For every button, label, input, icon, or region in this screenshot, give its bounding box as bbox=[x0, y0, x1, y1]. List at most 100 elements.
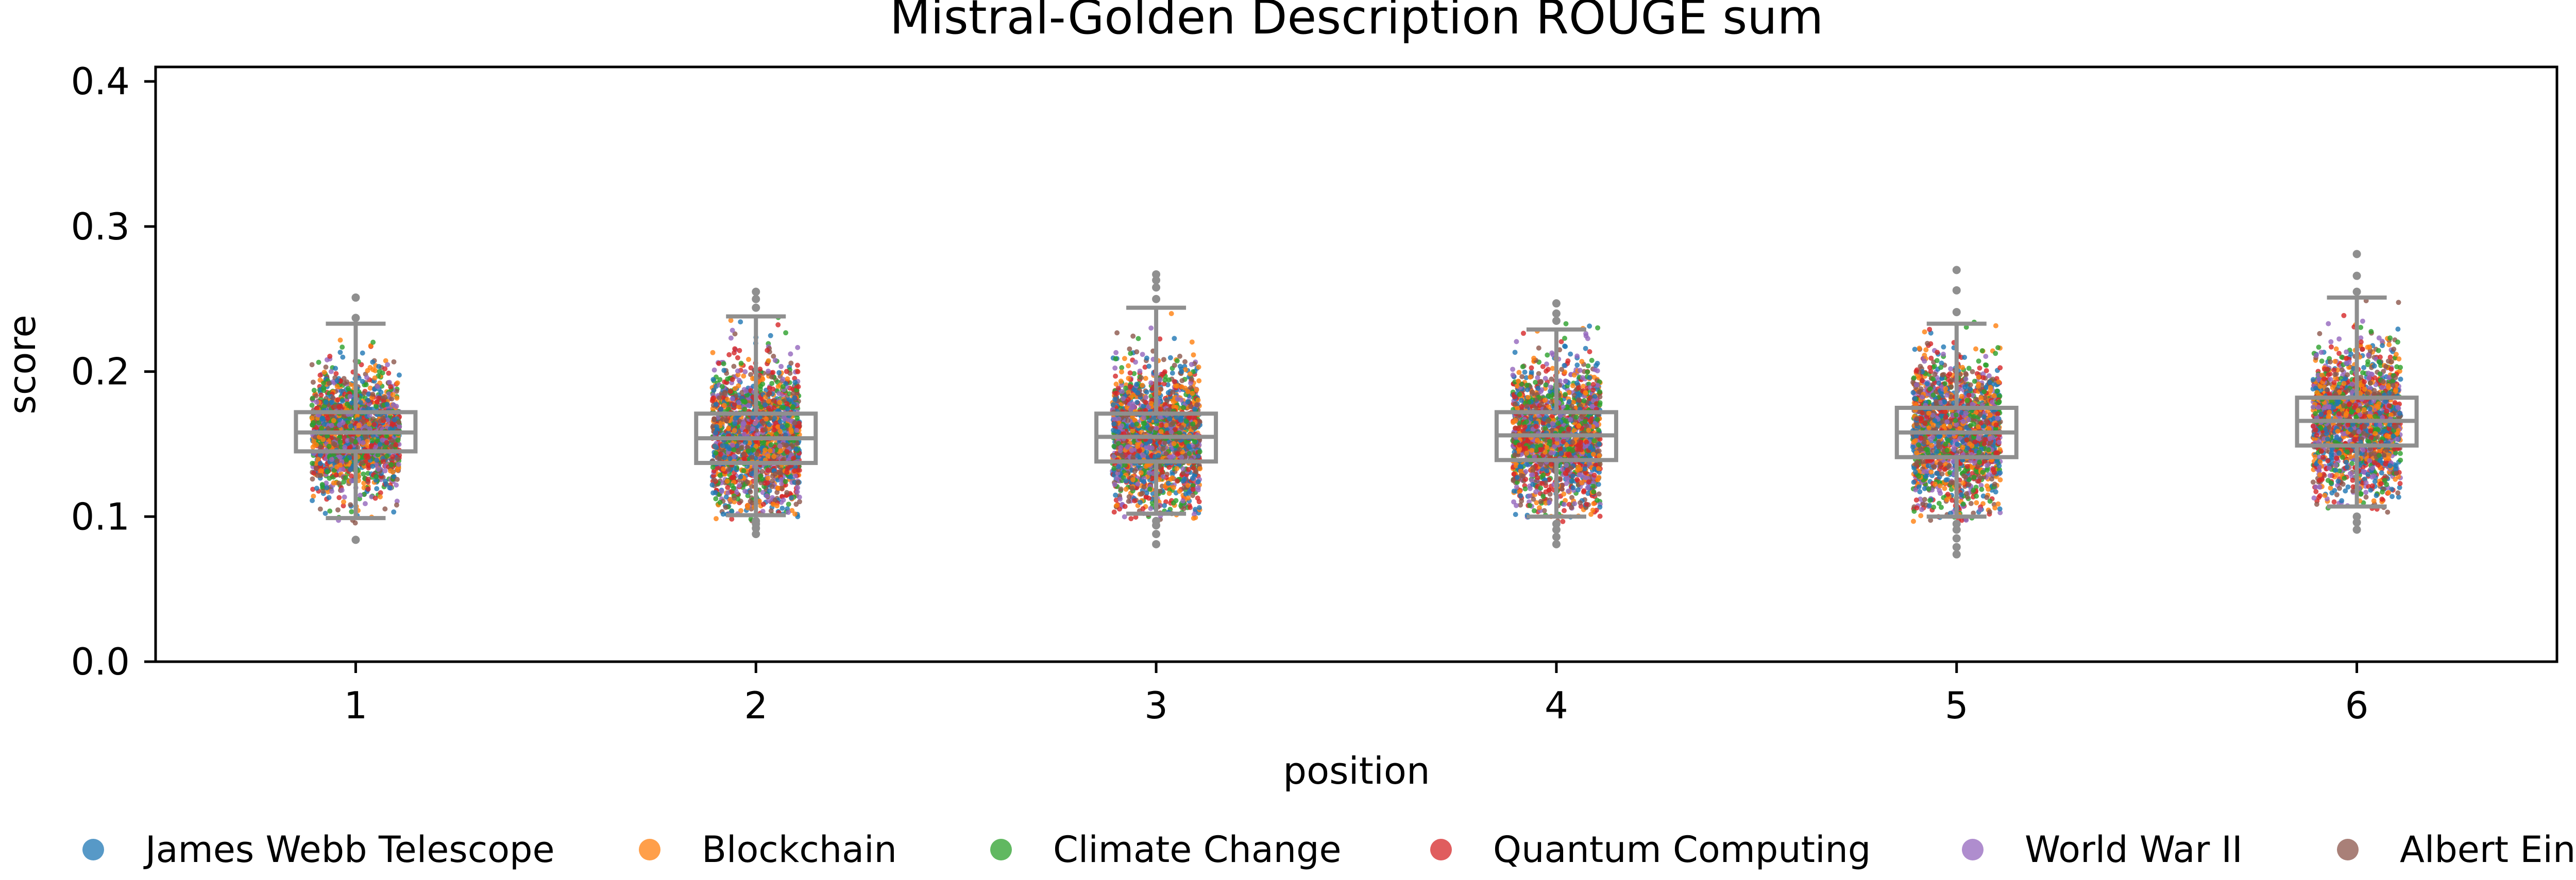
strip-point bbox=[389, 396, 395, 402]
strip-point bbox=[726, 426, 731, 432]
strip-point bbox=[1162, 503, 1167, 508]
strip-point bbox=[716, 360, 722, 366]
strip-point bbox=[373, 404, 379, 409]
strip-point bbox=[1177, 364, 1183, 369]
strip-points bbox=[309, 298, 2403, 526]
strip-point bbox=[392, 417, 397, 423]
strip-point bbox=[376, 364, 382, 369]
strip-point bbox=[785, 376, 790, 382]
strip-point bbox=[384, 440, 389, 445]
strip-point bbox=[382, 468, 388, 474]
strip-point bbox=[736, 400, 742, 406]
strip-point bbox=[748, 489, 753, 495]
strip-point bbox=[1172, 336, 1177, 341]
strip-point bbox=[762, 402, 768, 408]
strip-point bbox=[766, 392, 771, 398]
strip-point bbox=[376, 395, 381, 401]
strip-point bbox=[361, 391, 367, 396]
strip-point bbox=[1117, 496, 1123, 502]
strip-point bbox=[783, 479, 788, 485]
strip-point bbox=[765, 468, 771, 473]
strip-point bbox=[742, 369, 748, 374]
strip-point bbox=[318, 473, 324, 478]
strip-point bbox=[329, 423, 334, 428]
strip-point bbox=[725, 376, 731, 382]
strip-point bbox=[362, 501, 368, 507]
strip-point bbox=[721, 403, 727, 408]
strip-point bbox=[781, 376, 786, 382]
strip-point bbox=[767, 422, 772, 427]
strip-point bbox=[369, 443, 374, 448]
strip-point bbox=[356, 423, 362, 428]
strip-point bbox=[382, 506, 388, 512]
strip-point bbox=[388, 444, 394, 450]
strip-point bbox=[386, 391, 392, 397]
strip-point bbox=[730, 327, 735, 333]
strip-point bbox=[391, 359, 397, 365]
strip-point bbox=[366, 462, 371, 468]
strip-point bbox=[333, 472, 339, 478]
strip-point bbox=[323, 511, 328, 516]
strip-point bbox=[366, 391, 371, 397]
strip-point bbox=[718, 406, 724, 412]
strip-point bbox=[310, 487, 316, 492]
strip-point bbox=[745, 448, 751, 454]
strip-point bbox=[334, 384, 340, 389]
strip-point bbox=[743, 439, 748, 445]
strip-point bbox=[358, 492, 363, 498]
strip-point bbox=[383, 358, 388, 364]
strip-point bbox=[765, 348, 770, 353]
strip-point bbox=[326, 495, 332, 501]
strip-point bbox=[334, 464, 340, 470]
strip-point bbox=[713, 450, 719, 456]
strip-point bbox=[386, 370, 392, 376]
strip-point bbox=[776, 391, 782, 396]
strip-point bbox=[732, 346, 738, 352]
strip-point bbox=[746, 357, 751, 362]
strip-point bbox=[730, 396, 735, 402]
strip-point bbox=[393, 442, 399, 447]
strip-point bbox=[335, 507, 341, 513]
strip-point bbox=[334, 378, 340, 384]
strip-point bbox=[788, 427, 794, 433]
strip-point bbox=[348, 502, 353, 508]
strip-point bbox=[713, 490, 718, 495]
strip-point bbox=[762, 447, 768, 453]
strip-point bbox=[730, 376, 735, 382]
x-tick-label: 4 bbox=[1545, 684, 1568, 727]
strip-point bbox=[388, 384, 394, 390]
strip-point bbox=[1111, 509, 1117, 515]
strip-point bbox=[732, 495, 737, 501]
strip-point bbox=[376, 467, 381, 472]
strip-point bbox=[395, 456, 401, 462]
strip-point bbox=[1113, 373, 1118, 379]
strip-point bbox=[316, 420, 321, 425]
strip-point bbox=[766, 358, 771, 364]
strip-point bbox=[762, 427, 768, 433]
strip-point bbox=[325, 469, 330, 475]
strip-point bbox=[740, 451, 746, 457]
strip-point bbox=[776, 470, 782, 475]
strip-point bbox=[318, 392, 324, 398]
strip-point bbox=[318, 468, 324, 474]
strip-point bbox=[367, 413, 372, 418]
strip-point bbox=[326, 443, 332, 449]
strip-point bbox=[1128, 351, 1133, 356]
strip-point bbox=[385, 362, 391, 368]
strip-point bbox=[710, 377, 716, 382]
strip-point bbox=[713, 402, 719, 407]
strip-point bbox=[719, 384, 725, 389]
strip-point bbox=[352, 520, 358, 526]
strip-point bbox=[1197, 419, 1202, 424]
strip-point bbox=[1112, 365, 1118, 371]
strip-point bbox=[757, 366, 763, 372]
strip-point bbox=[1194, 387, 1199, 392]
strip-point bbox=[347, 393, 353, 399]
strip-point bbox=[770, 478, 775, 484]
strip-point bbox=[732, 428, 737, 434]
strip-point bbox=[321, 388, 327, 393]
strip-point bbox=[319, 417, 325, 422]
strip-point bbox=[360, 378, 365, 384]
strip-point bbox=[784, 401, 790, 406]
strip-point bbox=[337, 454, 343, 460]
